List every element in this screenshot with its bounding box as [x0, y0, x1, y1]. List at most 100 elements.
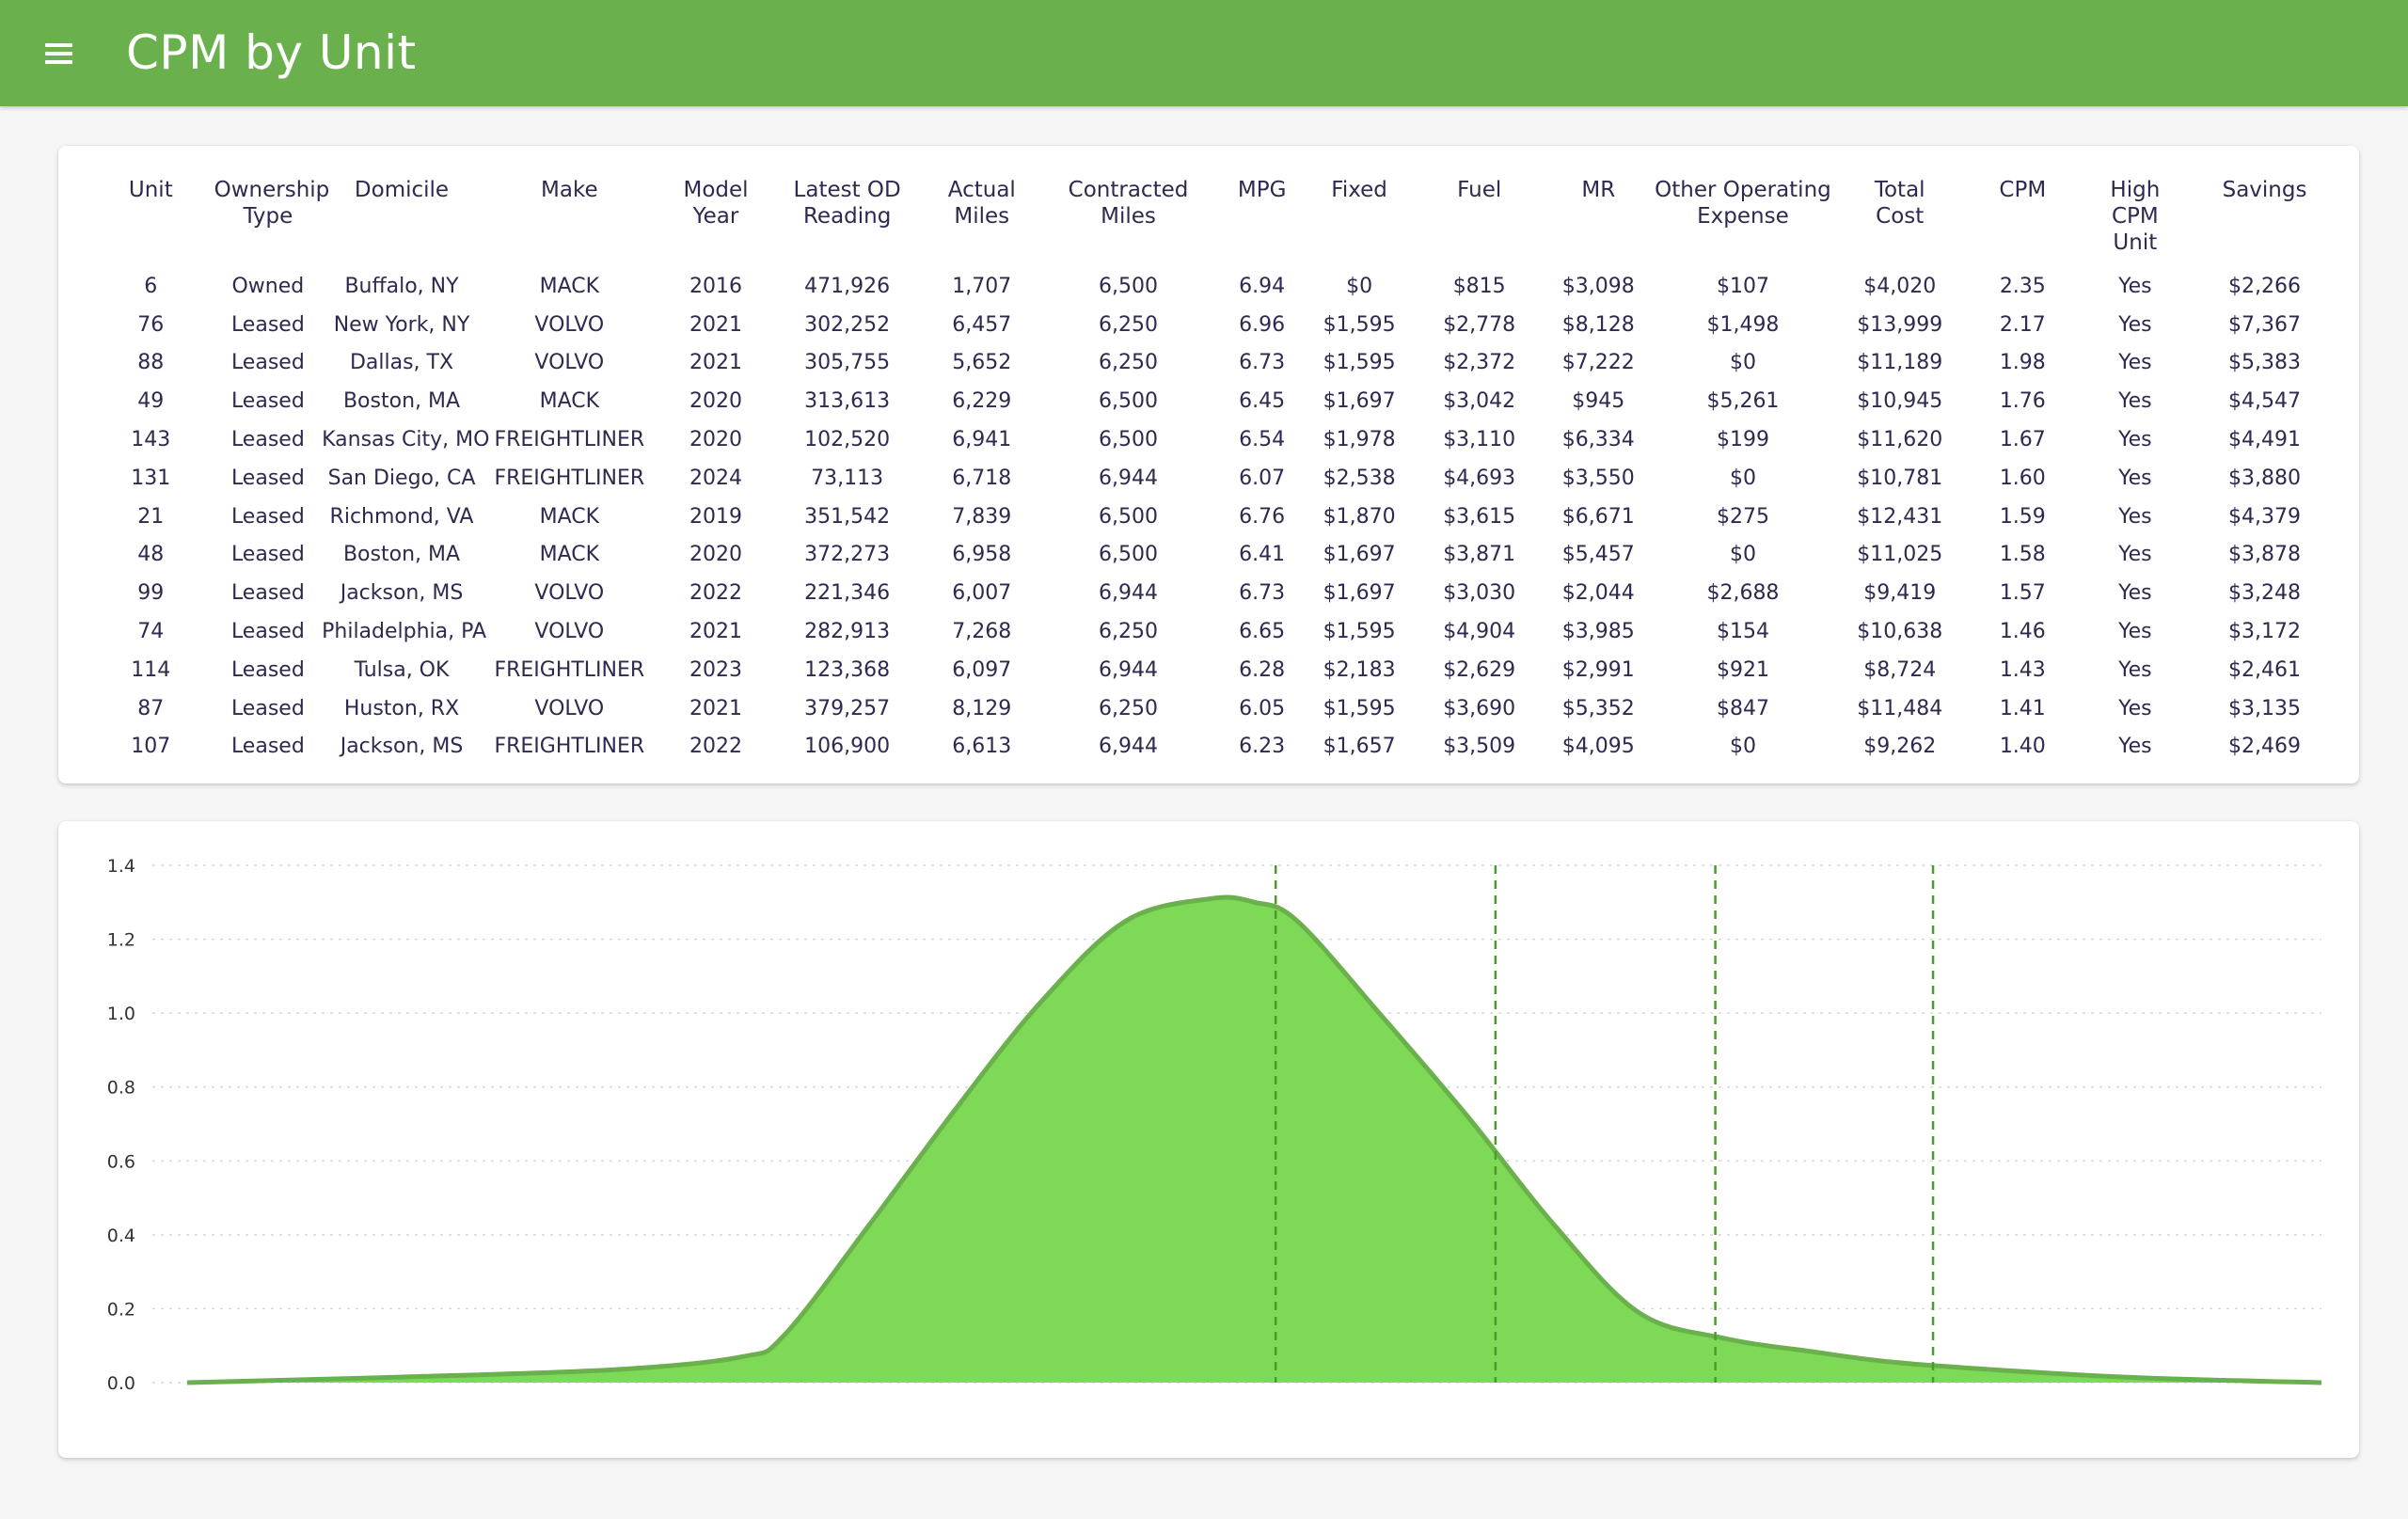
- cpm-distribution-chart: 0.0 0.2 0.4 0.6 0.8 1.0 1.2 1.4: [107, 856, 2322, 1394]
- table-cell: 6,500: [1099, 504, 1158, 529]
- table-row[interactable]: 87 Leased Huston, RX VOLVO 2021 379,257 8,129 6…: [87, 689, 2345, 728]
- column-header: Actual Miles: [947, 178, 1016, 229]
- table-cell: 1.46: [1999, 620, 2046, 644]
- table-cell: $4,020: [1863, 274, 1937, 298]
- table-cell: $5,457: [1561, 543, 1635, 567]
- table-cell: 1.41: [1999, 696, 2046, 720]
- table-cell: Leased: [230, 581, 305, 606]
- table-cell: Boston, MA: [342, 389, 461, 414]
- table-cell: Jackson, MS: [340, 581, 464, 606]
- table-cell: $847: [1716, 696, 1769, 720]
- table-cell: $1,595: [1323, 696, 1396, 720]
- table-cell: 6.73: [1239, 581, 1286, 606]
- table-row[interactable]: 88 Leased Dallas, TX VOLVO 2021 305,755 5,652 6…: [87, 344, 2345, 383]
- y-tick-label: 1.4: [107, 856, 135, 877]
- table-cell: 6,229: [952, 389, 1012, 414]
- table-row[interactable]: 114 Leased Tulsa, OK FREIGHTLINER 2023 123,36…: [87, 651, 2345, 689]
- table-cell: 106,900: [804, 735, 891, 759]
- table-row[interactable]: 76 Leased New York, NY VOLVO 2021 302,252 6,45…: [87, 306, 2345, 344]
- table-cell: 2021: [689, 312, 743, 337]
- table-row[interactable]: 74 Leased Philadelphia, PA VOLVO 2021 282,913…: [87, 612, 2345, 651]
- table-row[interactable]: 99 Leased Jackson, MS VOLVO 2022 221,346 6,007…: [87, 574, 2345, 612]
- table-cell: $12,431: [1857, 504, 1943, 529]
- table-cell: $0: [1346, 274, 1373, 298]
- hamburger-menu-icon[interactable]: [30, 25, 87, 82]
- table-cell: 2019: [689, 504, 743, 529]
- table-row[interactable]: 48 Leased Boston, MA MACK 2020 372,273 6,958 6,…: [87, 536, 2345, 575]
- table-cell: 351,542: [804, 504, 891, 529]
- table-cell: Leased: [230, 735, 305, 759]
- table-cell: 2020: [689, 543, 743, 567]
- table-cell: $1,595: [1323, 351, 1396, 375]
- table-cell: 6.07: [1239, 466, 1286, 490]
- table-cell: 7,268: [952, 620, 1012, 644]
- table-cell: $3,871: [1443, 543, 1516, 567]
- table-cell: Leased: [230, 312, 305, 337]
- table-cell: $5,261: [1706, 389, 1780, 414]
- column-header: Make: [541, 178, 598, 202]
- table-cell: 6,944: [1099, 581, 1158, 606]
- table-cell: 1.67: [1999, 428, 2046, 452]
- table-cell: 6.41: [1239, 543, 1286, 567]
- table-cell: 6,500: [1099, 274, 1158, 298]
- table-cell: $1,697: [1323, 543, 1396, 567]
- table-cell: 6,250: [1099, 351, 1158, 375]
- table-cell: $921: [1716, 657, 1769, 682]
- table-cell: 2016: [689, 274, 743, 298]
- table-cell: $3,172: [2228, 620, 2302, 644]
- table-body: 6 Owned Buffalo, NY MACK 2016 471,926 1,707 6,5…: [87, 267, 2345, 766]
- table-row[interactable]: 107 Leased Jackson, MS FREIGHTLINER 2022 106,…: [87, 728, 2345, 767]
- table-cell: Dallas, TX: [349, 351, 454, 375]
- table-cell: $6,334: [1561, 428, 1635, 452]
- table-cell: Leased: [230, 543, 305, 567]
- table-cell: $6,671: [1561, 504, 1635, 529]
- table-cell: 8,129: [952, 696, 1012, 720]
- table-cell: Leased: [230, 351, 305, 375]
- table-cell: Yes: [2118, 389, 2152, 414]
- table-cell: 87: [137, 696, 165, 720]
- table-cell: 6.76: [1239, 504, 1286, 529]
- table-cell: 372,273: [804, 543, 891, 567]
- table-cell: Yes: [2118, 504, 2152, 529]
- table-cell: 2021: [689, 620, 743, 644]
- table-cell: 6,944: [1099, 735, 1158, 759]
- y-tick-label: 0.6: [107, 1151, 135, 1172]
- table-cell: $4,379: [2228, 504, 2302, 529]
- table-cell: $10,945: [1857, 389, 1943, 414]
- table-cell: $4,547: [2228, 389, 2302, 414]
- table-cell: Leased: [230, 428, 305, 452]
- table-cell: FREIGHTLINER: [494, 428, 645, 452]
- table-row[interactable]: 143 Leased Kansas City, MO FREIGHTLINER 2020…: [87, 420, 2345, 459]
- table-cell: $0: [1729, 735, 1756, 759]
- table-cell: VOLVO: [534, 312, 605, 337]
- table-cell: 73,113: [811, 466, 884, 490]
- table-cell: Leased: [230, 466, 305, 490]
- table-cell: 6,941: [952, 428, 1012, 452]
- table-cell: MACK: [539, 504, 600, 529]
- table-row[interactable]: 131 Leased San Diego, CA FREIGHTLINER 2024 73…: [87, 459, 2345, 498]
- cpm-table-card: Unit Ownership Type Domicile Make Model Year…: [58, 146, 2359, 783]
- table-cell: 2020: [689, 389, 743, 414]
- table-row[interactable]: 49 Leased Boston, MA MACK 2020 313,613 6,229 6,…: [87, 382, 2345, 420]
- table-row[interactable]: 21 Leased Richmond, VA MACK 2019 351,542 7,839…: [87, 498, 2345, 536]
- table-cell: $9,419: [1863, 581, 1937, 606]
- distribution-area: [187, 897, 2321, 1383]
- table-cell: Philadelphia, PA: [322, 620, 487, 644]
- table-cell: Yes: [2118, 581, 2152, 606]
- table-cell: Leased: [230, 620, 305, 644]
- table-cell: MACK: [539, 274, 600, 298]
- table-cell: Yes: [2118, 351, 2152, 375]
- table-cell: $10,781: [1857, 466, 1943, 490]
- table-cell: Yes: [2118, 312, 2152, 337]
- table-cell: $3,135: [2228, 696, 2302, 720]
- table-cell: 99: [137, 581, 165, 606]
- table-cell: $2,991: [1561, 657, 1635, 682]
- table-cell: $13,999: [1857, 312, 1943, 337]
- table-row[interactable]: 6 Owned Buffalo, NY MACK 2016 471,926 1,707 6,5…: [87, 267, 2345, 306]
- table-cell: $11,189: [1857, 351, 1943, 375]
- table-cell: 6,718: [952, 466, 1012, 490]
- table-cell: 6,613: [952, 735, 1012, 759]
- column-header: MPG: [1237, 178, 1287, 202]
- table-cell: $1,595: [1323, 620, 1396, 644]
- table-cell: 6,944: [1099, 466, 1158, 490]
